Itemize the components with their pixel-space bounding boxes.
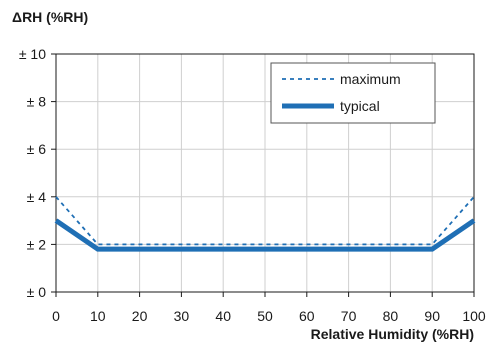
y-tick-label: ± 6: [27, 141, 47, 157]
x-tick-label: 30: [174, 308, 190, 324]
x-tick-label: 40: [215, 308, 231, 324]
x-tick-labels: 0 10 20 30 40 50 60 70 80 90 100: [52, 292, 486, 324]
x-tick-label: 20: [132, 308, 148, 324]
y-tick-label: ± 0: [27, 284, 47, 300]
y-tick-labels: ± 0 ± 2 ± 4 ± 6 ± 8 ± 10: [19, 46, 56, 300]
x-tick-label: 0: [52, 308, 60, 324]
y-axis-title: ΔRH (%RH): [12, 9, 88, 25]
x-tick-label: 80: [383, 308, 399, 324]
series-line-typical: [54, 218, 476, 252]
x-tick-label: 90: [424, 308, 440, 324]
x-tick-label: 10: [90, 308, 106, 324]
y-tick-label: ± 4: [27, 189, 47, 205]
legend-box: [270, 62, 436, 124]
y-tick-label: ± 10: [19, 46, 46, 62]
y-tick-label: ± 2: [27, 236, 47, 252]
legend: maximum typical: [270, 62, 436, 124]
x-axis-title: Relative Humidity (%RH): [311, 326, 474, 342]
y-tick-label: ± 8: [27, 94, 47, 110]
legend-label-maximum: maximum: [340, 71, 401, 87]
legend-label-typical: typical: [340, 98, 380, 114]
series-layer: [54, 196, 476, 252]
x-tick-label: 70: [341, 308, 357, 324]
x-tick-label: 60: [299, 308, 315, 324]
x-tick-label: 50: [257, 308, 273, 324]
x-tick-label: 100: [462, 308, 486, 324]
